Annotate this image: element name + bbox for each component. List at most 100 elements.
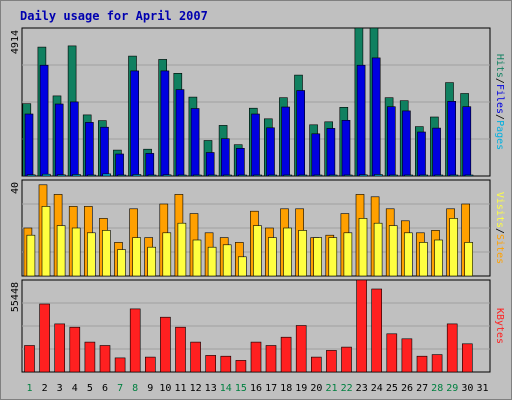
x-axis-labels: 1 2 3 4 5 6 7 8 9 10 11 12 13 14 15 16 17 18 19 20 21 22 23 24 2… (26, 383, 488, 394)
x-tick-label-day-7: 7 (117, 383, 123, 394)
legend-visitors: Visits/Sites (494, 192, 505, 264)
bar-kbytes-day-26 (401, 338, 413, 373)
bar-files-day-10 (160, 70, 170, 177)
legend-kbytes: KBytes (494, 308, 505, 344)
ymax-label-kbytes: 55448 (10, 282, 21, 312)
bar-pages-day-17 (268, 174, 278, 177)
bar-files-day-30 (462, 106, 472, 177)
bar-pages-day-28 (434, 174, 444, 177)
bar-kbytes-day-20 (310, 356, 322, 373)
legend-item-separator: / (494, 228, 505, 234)
chart-title: Daily usage for April 2007 (20, 9, 208, 23)
bar-pages-day-18 (283, 174, 293, 177)
bar-sites-day-18 (283, 227, 292, 277)
bar-files-day-7 (115, 153, 124, 177)
x-tick-label-day-18: 18 (280, 383, 292, 394)
bar-pages-day-5 (87, 174, 96, 177)
bar-files-day-6 (100, 126, 109, 177)
x-tick-label-day-3: 3 (57, 383, 63, 394)
bar-files-day-11 (175, 89, 185, 177)
bar-files-day-13 (205, 152, 215, 177)
legend-item-files: Files (494, 84, 505, 114)
bar-kbytes-day-2 (39, 303, 50, 373)
x-tick-label-day-26: 26 (401, 383, 413, 394)
bar-pages-day-21 (328, 174, 338, 177)
bar-sites-day-16 (253, 225, 262, 277)
bar-pages-day-27 (419, 174, 429, 177)
bar-sites-day-13 (207, 246, 217, 277)
x-tick-label-day-15: 15 (235, 383, 247, 394)
bar-pages-day-14 (223, 174, 232, 177)
x-tick-label-day-22: 22 (341, 383, 353, 394)
bar-sites-day-1 (26, 234, 36, 277)
bar-files-day-27 (417, 131, 426, 177)
bar-pages-day-15 (238, 174, 247, 177)
bar-sites-day-28 (434, 239, 443, 277)
bar-sites-day-12 (192, 239, 202, 277)
x-tick-label-day-31: 31 (476, 383, 488, 394)
bar-kbytes-day-12 (190, 341, 201, 373)
bar-files-day-24 (371, 57, 381, 177)
bar-files-day-28 (432, 127, 441, 177)
bar-files-day-18 (281, 106, 290, 177)
bar-files-day-29 (447, 101, 457, 177)
bar-files-day-21 (326, 128, 336, 177)
legend-item-separator: / (494, 78, 505, 84)
x-tick-label-day-23: 23 (356, 383, 368, 394)
panel-visitors: 40 Visits/Sites (10, 179, 505, 277)
bar-kbytes-day-6 (99, 345, 111, 373)
x-tick-label-day-2: 2 (42, 383, 48, 394)
bar-kbytes-day-9 (145, 356, 156, 373)
bar-kbytes-day-10 (160, 316, 171, 373)
bar-kbytes-day-4 (69, 326, 81, 373)
legend-requests: Hits/Files/Pages (494, 54, 505, 150)
bar-pages-day-12 (193, 174, 202, 177)
x-tick-label-day-11: 11 (174, 383, 186, 394)
bar-sites-day-21 (328, 237, 338, 277)
bar-sites-day-2 (41, 206, 51, 277)
bar-sites-day-24 (373, 222, 383, 277)
bar-files-day-14 (221, 138, 230, 177)
bar-kbytes-day-1 (24, 345, 35, 373)
bar-files-day-5 (85, 122, 94, 177)
x-tick-label-day-10: 10 (159, 383, 171, 394)
bar-sites-day-14 (222, 244, 232, 277)
bar-pages-day-11 (177, 174, 187, 177)
x-tick-label-day-28: 28 (431, 383, 443, 394)
bar-pages-day-24 (374, 174, 383, 177)
bar-kbytes-day-29 (446, 323, 458, 373)
panel-kbytes: 55448 KBytes (10, 279, 505, 373)
bar-kbytes-day-22 (341, 346, 352, 373)
bar-files-day-3 (54, 103, 64, 177)
bar-sites-day-17 (268, 237, 277, 277)
bar-sites-day-29 (449, 218, 458, 277)
bar-sites-day-23 (358, 218, 368, 277)
bar-pages-day-20 (313, 174, 323, 177)
bar-pages-day-23 (358, 174, 368, 177)
bar-kbytes-day-24 (371, 288, 383, 373)
legend-item-hits: Hits (494, 54, 505, 78)
bar-files-day-9 (145, 153, 155, 177)
bar-kbytes-day-11 (175, 326, 186, 373)
bar-files-day-26 (402, 110, 411, 177)
bar-sites-day-8 (132, 237, 141, 277)
bar-sites-day-6 (102, 230, 111, 277)
legend-item-visits: Visits (494, 192, 505, 228)
bar-sites-day-30 (464, 242, 474, 277)
bar-sites-day-4 (71, 227, 81, 277)
bar-pages-day-13 (208, 174, 217, 177)
x-tick-label-day-20: 20 (310, 383, 322, 394)
x-tick-label-day-12: 12 (190, 383, 202, 394)
bar-files-day-25 (386, 106, 396, 177)
bar-files-day-12 (190, 108, 200, 177)
bar-kbytes-day-25 (386, 333, 398, 373)
bar-kbytes-day-18 (280, 336, 292, 373)
bar-files-day-20 (311, 133, 321, 177)
bar-files-day-23 (356, 64, 366, 177)
bar-pages-day-26 (404, 174, 413, 177)
bar-pages-day-29 (449, 174, 459, 177)
bar-sites-day-20 (313, 237, 323, 277)
bar-kbytes-day-14 (220, 355, 232, 373)
